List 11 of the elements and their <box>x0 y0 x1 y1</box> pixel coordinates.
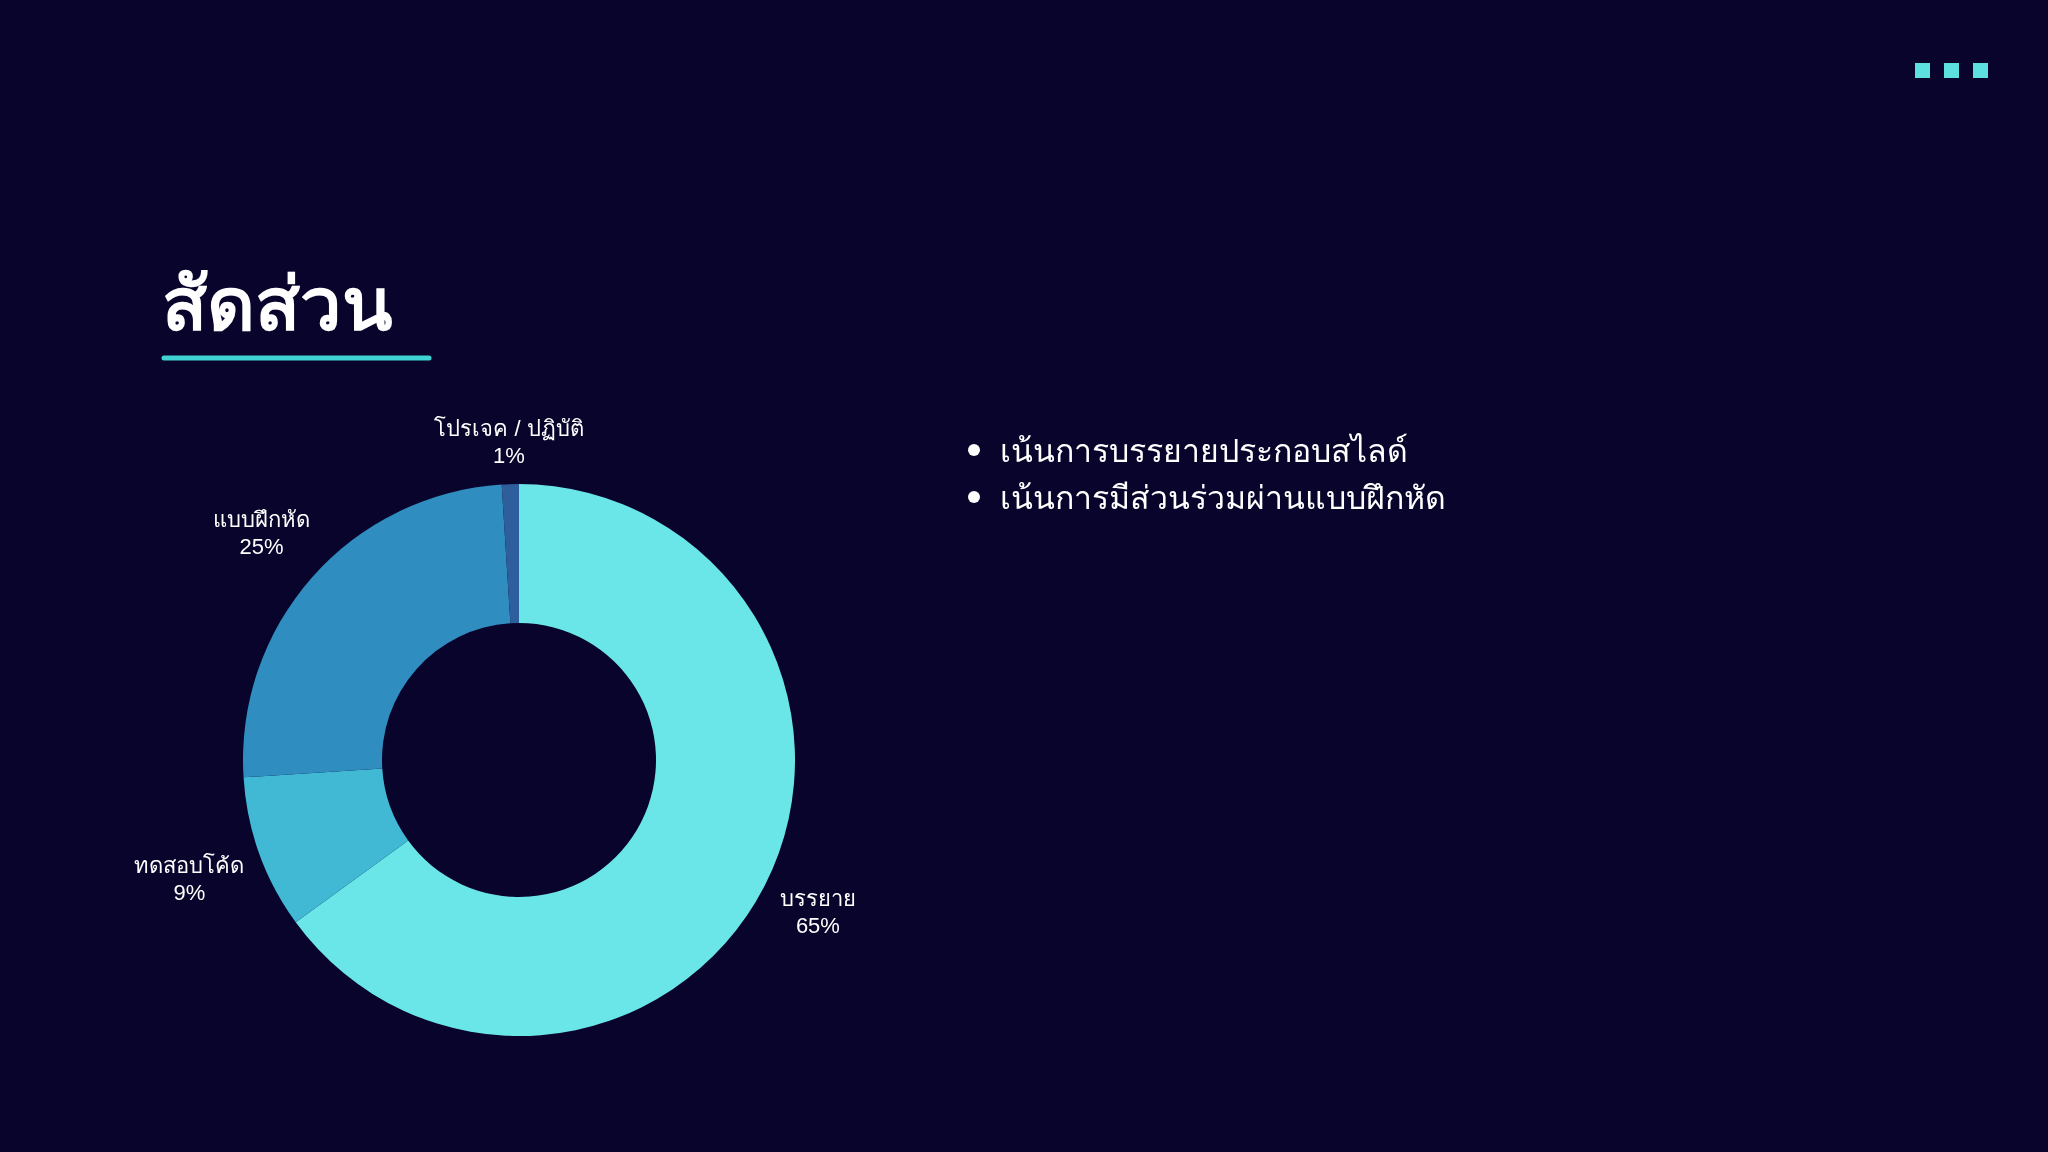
data-label: 25% <box>239 533 284 559</box>
slice-label: โปรเจค / ปฏิบัติ <box>434 416 584 442</box>
data-label: 65% <box>795 913 840 939</box>
slice-label: บรรยาย <box>779 886 856 912</box>
data-label: 1% <box>493 443 525 469</box>
data-label: 9% <box>173 879 206 905</box>
slice-label: ทดสอบโค้ด <box>134 852 245 878</box>
text: เน้นการมีส่วนร่วมผ่านแบบฝึกหัด <box>1000 480 1446 516</box>
text: เน้นการบรรยายประกอบสไลด์ <box>1000 433 1408 469</box>
slice-label: แบบฝึกหัด <box>212 506 310 532</box>
chart-title: สัดส่วน <box>162 263 393 346</box>
